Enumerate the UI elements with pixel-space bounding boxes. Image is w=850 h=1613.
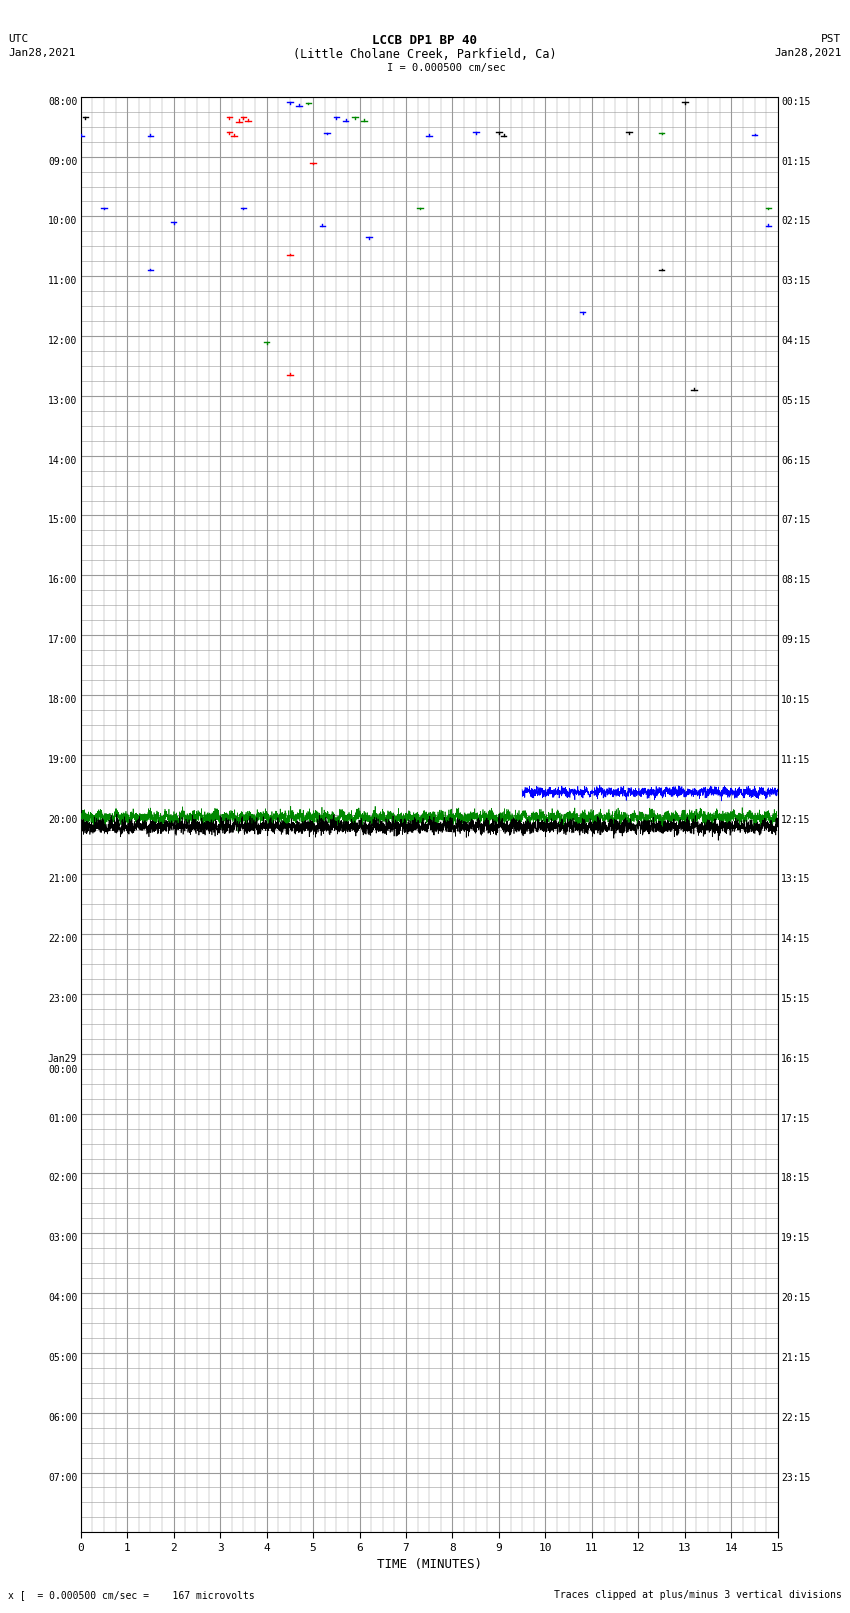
Text: (Little Cholane Creek, Parkfield, Ca): (Little Cholane Creek, Parkfield, Ca) bbox=[293, 48, 557, 61]
Text: 08:15: 08:15 bbox=[781, 576, 811, 586]
Text: Jan28,2021: Jan28,2021 bbox=[774, 48, 842, 58]
Text: 09:00: 09:00 bbox=[48, 156, 77, 166]
Text: 16:15: 16:15 bbox=[781, 1053, 811, 1065]
Text: 09:15: 09:15 bbox=[781, 636, 811, 645]
Text: 20:00: 20:00 bbox=[48, 815, 77, 824]
Text: 23:00: 23:00 bbox=[48, 994, 77, 1003]
Text: 14:00: 14:00 bbox=[48, 455, 77, 466]
Text: 08:00: 08:00 bbox=[48, 97, 77, 106]
Text: 22:00: 22:00 bbox=[48, 934, 77, 944]
Text: Jan29
00:00: Jan29 00:00 bbox=[48, 1053, 77, 1076]
Text: 03:15: 03:15 bbox=[781, 276, 811, 286]
Text: Traces clipped at plus/minus 3 vertical divisions: Traces clipped at plus/minus 3 vertical … bbox=[553, 1590, 842, 1600]
Text: 15:15: 15:15 bbox=[781, 994, 811, 1003]
Text: 02:15: 02:15 bbox=[781, 216, 811, 226]
Text: LCCB DP1 BP 40: LCCB DP1 BP 40 bbox=[372, 34, 478, 47]
Text: 12:00: 12:00 bbox=[48, 336, 77, 347]
Text: 01:00: 01:00 bbox=[48, 1113, 77, 1124]
Text: 13:15: 13:15 bbox=[781, 874, 811, 884]
Text: 11:00: 11:00 bbox=[48, 276, 77, 286]
Text: 04:00: 04:00 bbox=[48, 1294, 77, 1303]
Text: 01:15: 01:15 bbox=[781, 156, 811, 166]
Text: 19:00: 19:00 bbox=[48, 755, 77, 765]
Text: 20:15: 20:15 bbox=[781, 1294, 811, 1303]
Text: 17:00: 17:00 bbox=[48, 636, 77, 645]
Text: 02:00: 02:00 bbox=[48, 1174, 77, 1184]
Text: 16:00: 16:00 bbox=[48, 576, 77, 586]
Text: I = 0.000500 cm/sec: I = 0.000500 cm/sec bbox=[387, 63, 506, 73]
Text: PST: PST bbox=[821, 34, 842, 44]
Text: 21:00: 21:00 bbox=[48, 874, 77, 884]
Text: 00:15: 00:15 bbox=[781, 97, 811, 106]
Text: 06:15: 06:15 bbox=[781, 455, 811, 466]
Text: 17:15: 17:15 bbox=[781, 1113, 811, 1124]
Text: 18:15: 18:15 bbox=[781, 1174, 811, 1184]
Text: 21:15: 21:15 bbox=[781, 1353, 811, 1363]
Text: 07:15: 07:15 bbox=[781, 516, 811, 526]
Text: 12:15: 12:15 bbox=[781, 815, 811, 824]
Text: UTC: UTC bbox=[8, 34, 29, 44]
Text: 05:00: 05:00 bbox=[48, 1353, 77, 1363]
Text: x [  = 0.000500 cm/sec =    167 microvolts: x [ = 0.000500 cm/sec = 167 microvolts bbox=[8, 1590, 255, 1600]
Text: 15:00: 15:00 bbox=[48, 516, 77, 526]
Text: 23:15: 23:15 bbox=[781, 1473, 811, 1482]
X-axis label: TIME (MINUTES): TIME (MINUTES) bbox=[377, 1558, 482, 1571]
Text: 05:15: 05:15 bbox=[781, 395, 811, 406]
Text: 13:00: 13:00 bbox=[48, 395, 77, 406]
Text: 04:15: 04:15 bbox=[781, 336, 811, 347]
Text: 14:15: 14:15 bbox=[781, 934, 811, 944]
Text: Jan28,2021: Jan28,2021 bbox=[8, 48, 76, 58]
Text: 10:00: 10:00 bbox=[48, 216, 77, 226]
Text: 19:15: 19:15 bbox=[781, 1234, 811, 1244]
Text: 11:15: 11:15 bbox=[781, 755, 811, 765]
Text: 07:00: 07:00 bbox=[48, 1473, 77, 1482]
Text: 06:00: 06:00 bbox=[48, 1413, 77, 1423]
Text: 10:15: 10:15 bbox=[781, 695, 811, 705]
Text: 03:00: 03:00 bbox=[48, 1234, 77, 1244]
Text: 18:00: 18:00 bbox=[48, 695, 77, 705]
Text: 22:15: 22:15 bbox=[781, 1413, 811, 1423]
